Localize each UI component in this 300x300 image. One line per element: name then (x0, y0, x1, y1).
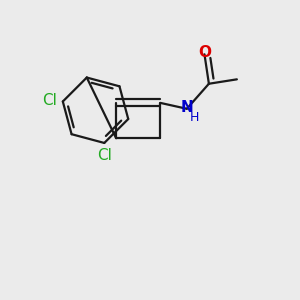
Text: Cl: Cl (97, 148, 112, 163)
Text: O: O (198, 45, 211, 60)
Text: Cl: Cl (42, 92, 57, 107)
Text: N: N (180, 100, 193, 115)
Text: H: H (190, 110, 199, 124)
